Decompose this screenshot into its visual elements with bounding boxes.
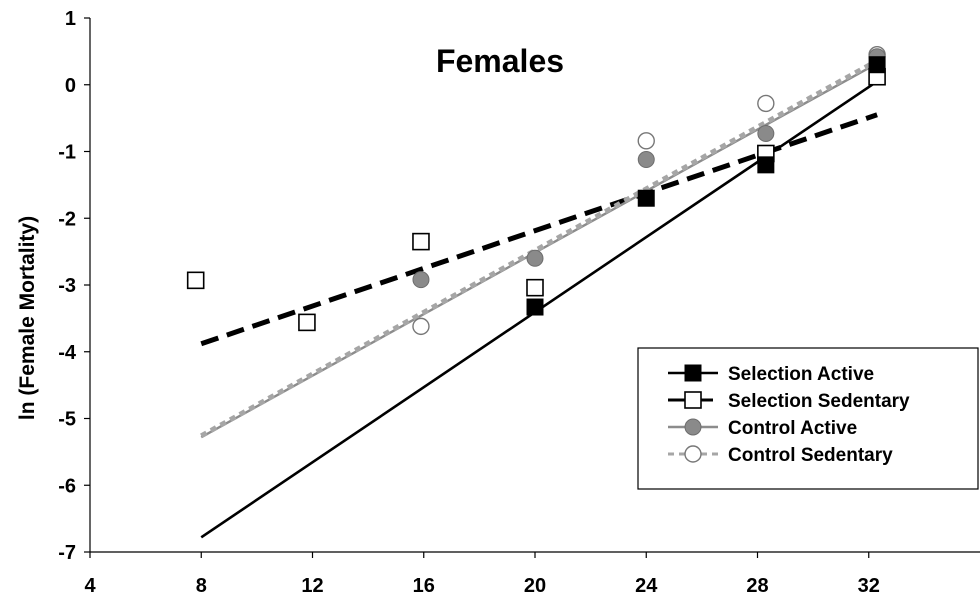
legend-label-4: Control Sedentary: [728, 445, 893, 466]
x-tick-label: 12: [301, 575, 323, 597]
legend-label-3: Control Active: [728, 418, 857, 439]
x-tick-label: 8: [196, 575, 207, 597]
legend-marker-3: [684, 418, 702, 436]
data-points: [186, 46, 886, 336]
data-point-series-2: [412, 232, 430, 251]
legend-label-2: Selection Sedentary: [728, 391, 910, 412]
legend-marker-2: [684, 391, 702, 409]
trend-line-4: [200, 58, 879, 439]
axes: 1 0 -1 -2 -3 -4 -5 -6 -7 4 8 12 16 20 24 28 32: [58, 8, 980, 597]
y-tick-label: -4: [58, 342, 77, 364]
data-point-series-4: [757, 94, 775, 113]
y-axis-label: ln (Female Mortality): [16, 216, 39, 420]
data-point-series-4: [637, 132, 655, 150]
y-tick-label: -2: [58, 208, 76, 230]
y-tick-label: -6: [58, 475, 76, 497]
y-tick-label: -1: [58, 142, 76, 164]
y-tick-label: 1: [65, 8, 76, 30]
data-point-series-3: [637, 151, 655, 169]
y-tick-label: 0: [65, 75, 76, 97]
legend-marker-4: [684, 445, 702, 463]
data-point-series-2: [526, 278, 544, 297]
x-tick-label: 28: [746, 575, 768, 597]
chart-title: Females: [436, 43, 564, 79]
x-tick-label: 32: [858, 575, 880, 597]
x-tick-label: 16: [413, 575, 435, 597]
y-tick-label: -3: [58, 275, 76, 297]
x-tick-label: 4: [84, 575, 96, 597]
y-tick-label: -7: [58, 542, 76, 564]
data-point-series-3: [526, 249, 544, 267]
data-point-series-4: [412, 317, 430, 336]
data-point-series-1: [868, 56, 886, 74]
legend-label-1: Selection Active: [728, 364, 874, 385]
legend: Selection Active Selection Sedentary Contr…: [637, 347, 979, 490]
data-point-series-2: [186, 271, 205, 290]
data-point-series-1: [526, 298, 544, 316]
x-tick-label: 24: [635, 575, 658, 597]
data-point-series-3: [412, 271, 430, 289]
data-point-series-3: [757, 124, 775, 142]
data-point-series-1: [757, 156, 775, 174]
x-tick-label: 20: [524, 575, 546, 597]
data-point-series-2: [298, 313, 316, 332]
legend-marker-1: [684, 364, 702, 382]
data-point-series-1: [637, 189, 655, 207]
y-tick-label: -5: [58, 409, 76, 431]
